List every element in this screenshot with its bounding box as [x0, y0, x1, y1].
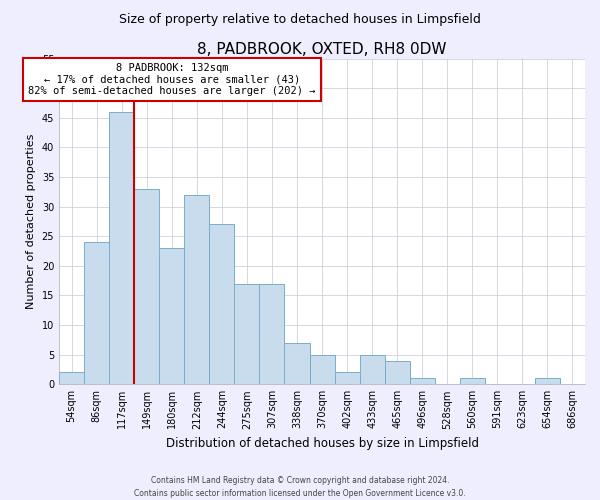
Y-axis label: Number of detached properties: Number of detached properties [26, 134, 36, 309]
Bar [310, 354, 335, 384]
Text: Size of property relative to detached houses in Limpsfield: Size of property relative to detached ho… [119, 12, 481, 26]
Bar [184, 195, 209, 384]
X-axis label: Distribution of detached houses by size in Limpsfield: Distribution of detached houses by size … [166, 437, 479, 450]
Bar [209, 224, 235, 384]
Bar [235, 284, 259, 384]
Bar [460, 378, 485, 384]
Bar [259, 284, 284, 384]
Bar [134, 189, 159, 384]
Bar [159, 248, 184, 384]
Bar [284, 343, 310, 384]
Title: 8, PADBROOK, OXTED, RH8 0DW: 8, PADBROOK, OXTED, RH8 0DW [197, 42, 447, 58]
Text: 8 PADBROOK: 132sqm
← 17% of detached houses are smaller (43)
82% of semi-detache: 8 PADBROOK: 132sqm ← 17% of detached hou… [28, 63, 316, 96]
Bar [84, 242, 109, 384]
Bar [385, 360, 410, 384]
Bar [59, 372, 84, 384]
Bar [410, 378, 435, 384]
Bar [109, 112, 134, 384]
Bar [335, 372, 359, 384]
Bar [535, 378, 560, 384]
Text: Contains HM Land Registry data © Crown copyright and database right 2024.
Contai: Contains HM Land Registry data © Crown c… [134, 476, 466, 498]
Bar [359, 354, 385, 384]
